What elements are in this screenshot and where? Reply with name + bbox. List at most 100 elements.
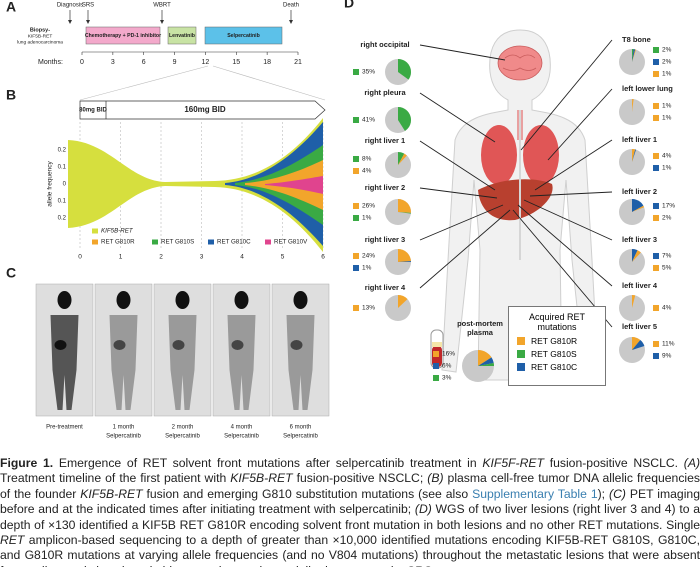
legend-label: RET G810R: [531, 336, 578, 346]
pet-label: Selpercatinib: [106, 434, 141, 440]
pet-organ: [290, 340, 303, 350]
caption-run: Treatment timeline of the first patient …: [0, 471, 231, 486]
lesion-label: T8 bone: [622, 35, 651, 44]
x-tick-label: 6: [321, 254, 325, 261]
value-swatch: [653, 165, 659, 171]
caption-run: KIF5B-RET: [230, 471, 293, 486]
lesion-label: right liver 4: [365, 283, 406, 292]
pet-body: [50, 315, 79, 410]
treatment-label: Lenvatinib: [169, 33, 195, 39]
caption-run: fusion and emerging G810 substitution mu…: [142, 486, 473, 501]
pet-label: 6 month: [290, 425, 312, 431]
pet-label: Selpercatinib: [165, 434, 200, 440]
value-swatch: [653, 103, 659, 109]
lesion-label: left liver 1: [622, 135, 657, 144]
lesion-label: post-mortem plasma: [457, 319, 503, 337]
pie-wedge: [478, 363, 494, 366]
value-swatch: [653, 341, 659, 347]
pet-head: [234, 291, 249, 309]
value-swatch: [653, 153, 659, 159]
caption-run: KIF5F-RET: [482, 456, 544, 470]
value-label: 1%: [662, 71, 672, 78]
event-arrowhead: [289, 20, 293, 24]
value-label: 4%: [662, 305, 672, 312]
value-swatch: [353, 117, 359, 123]
event-label: Death: [283, 3, 299, 9]
lesion-label: left lower lung: [622, 84, 673, 93]
value-label: 2%: [662, 59, 672, 66]
lesion-label: right occipital: [360, 40, 409, 49]
pet-organ: [231, 340, 244, 350]
x-tick-label: 3: [200, 254, 204, 261]
pie-wedge: [398, 249, 411, 262]
value-swatch: [653, 71, 659, 77]
value-label: 16%: [442, 351, 455, 358]
month-tick-label: 18: [263, 59, 271, 66]
caption-run[interactable]: Supplementary Table 1: [472, 486, 598, 501]
legend-label: RET G810C: [531, 362, 578, 372]
pie-wedge: [632, 337, 641, 350]
treatment-label: Selpercatinib: [227, 33, 260, 39]
value-label: 26%: [362, 203, 375, 210]
value-label: 9%: [662, 353, 672, 360]
leader-line: [419, 44, 506, 61]
caption-run: Figure 1.: [0, 456, 54, 470]
pie-wedge: [632, 149, 636, 162]
value-swatch: [653, 353, 659, 359]
pie-wedge: [398, 107, 411, 131]
legend-swatch: [265, 239, 271, 245]
pet-label: 4 month: [231, 425, 253, 431]
legend-label: RET G810V: [274, 239, 308, 246]
months-label: Months:: [38, 59, 63, 66]
pie-wedge: [632, 199, 644, 212]
leader-line: [517, 204, 613, 287]
value-label: 41%: [362, 117, 375, 124]
legend-swatch: [517, 337, 525, 345]
month-tick-label: 21: [294, 59, 302, 66]
pet-organ: [172, 340, 185, 350]
legend-swatch: [208, 239, 214, 245]
panel-letter: B: [6, 87, 16, 103]
pet-organ: [54, 340, 67, 350]
leader-line: [419, 187, 498, 199]
biopsy-label: KIF5B-RET: [28, 33, 53, 39]
event-label: WBRT: [153, 3, 171, 9]
legend-row: RET G810R: [517, 336, 597, 346]
pie-wedge: [398, 261, 411, 262]
y-tick-label: 0.1: [58, 199, 67, 205]
y-tick-label: 0.2: [58, 148, 67, 154]
value-label: 5%: [662, 265, 672, 272]
pie-wedge: [632, 49, 636, 62]
value-label: 4%: [362, 168, 372, 175]
caption-run: Emergence of RET solvent front mutations…: [53, 456, 483, 470]
pet-label: Selpercatinib: [224, 434, 259, 440]
leader-line: [419, 204, 504, 241]
y-tick-label: 0.1: [58, 165, 67, 171]
value-swatch: [653, 203, 659, 209]
event-label: Diagnosis: [57, 3, 83, 9]
fish-clone: [265, 176, 323, 194]
panel-letter: C: [6, 265, 16, 281]
x-tick-label: 5: [281, 254, 285, 261]
event-label: SRS: [82, 3, 94, 9]
value-label: 1%: [662, 165, 672, 172]
value-label: 1%: [662, 103, 672, 110]
legend-label: RET G810S: [161, 239, 194, 246]
fish-clone: [68, 118, 323, 252]
pie-wedge: [398, 212, 411, 214]
pie-wedge: [632, 99, 634, 112]
value-swatch: [353, 156, 359, 162]
leader-line: [419, 209, 511, 289]
value-label: 2%: [662, 47, 672, 54]
x-tick-label: 4: [240, 254, 244, 261]
value-swatch: [353, 253, 359, 259]
legend-swatch: [517, 350, 525, 358]
leader-line: [523, 199, 613, 241]
pet-organ: [113, 340, 126, 350]
mutation-legend: Acquired RET mutations RET G810R RET G810S…: [508, 306, 606, 386]
value-label: 11%: [662, 341, 675, 348]
caption-run: (D): [414, 502, 432, 517]
pie-wedge: [398, 295, 408, 308]
caption-run: PET imaging before and at the indicated …: [0, 486, 700, 517]
pie-wedge: [632, 249, 638, 262]
